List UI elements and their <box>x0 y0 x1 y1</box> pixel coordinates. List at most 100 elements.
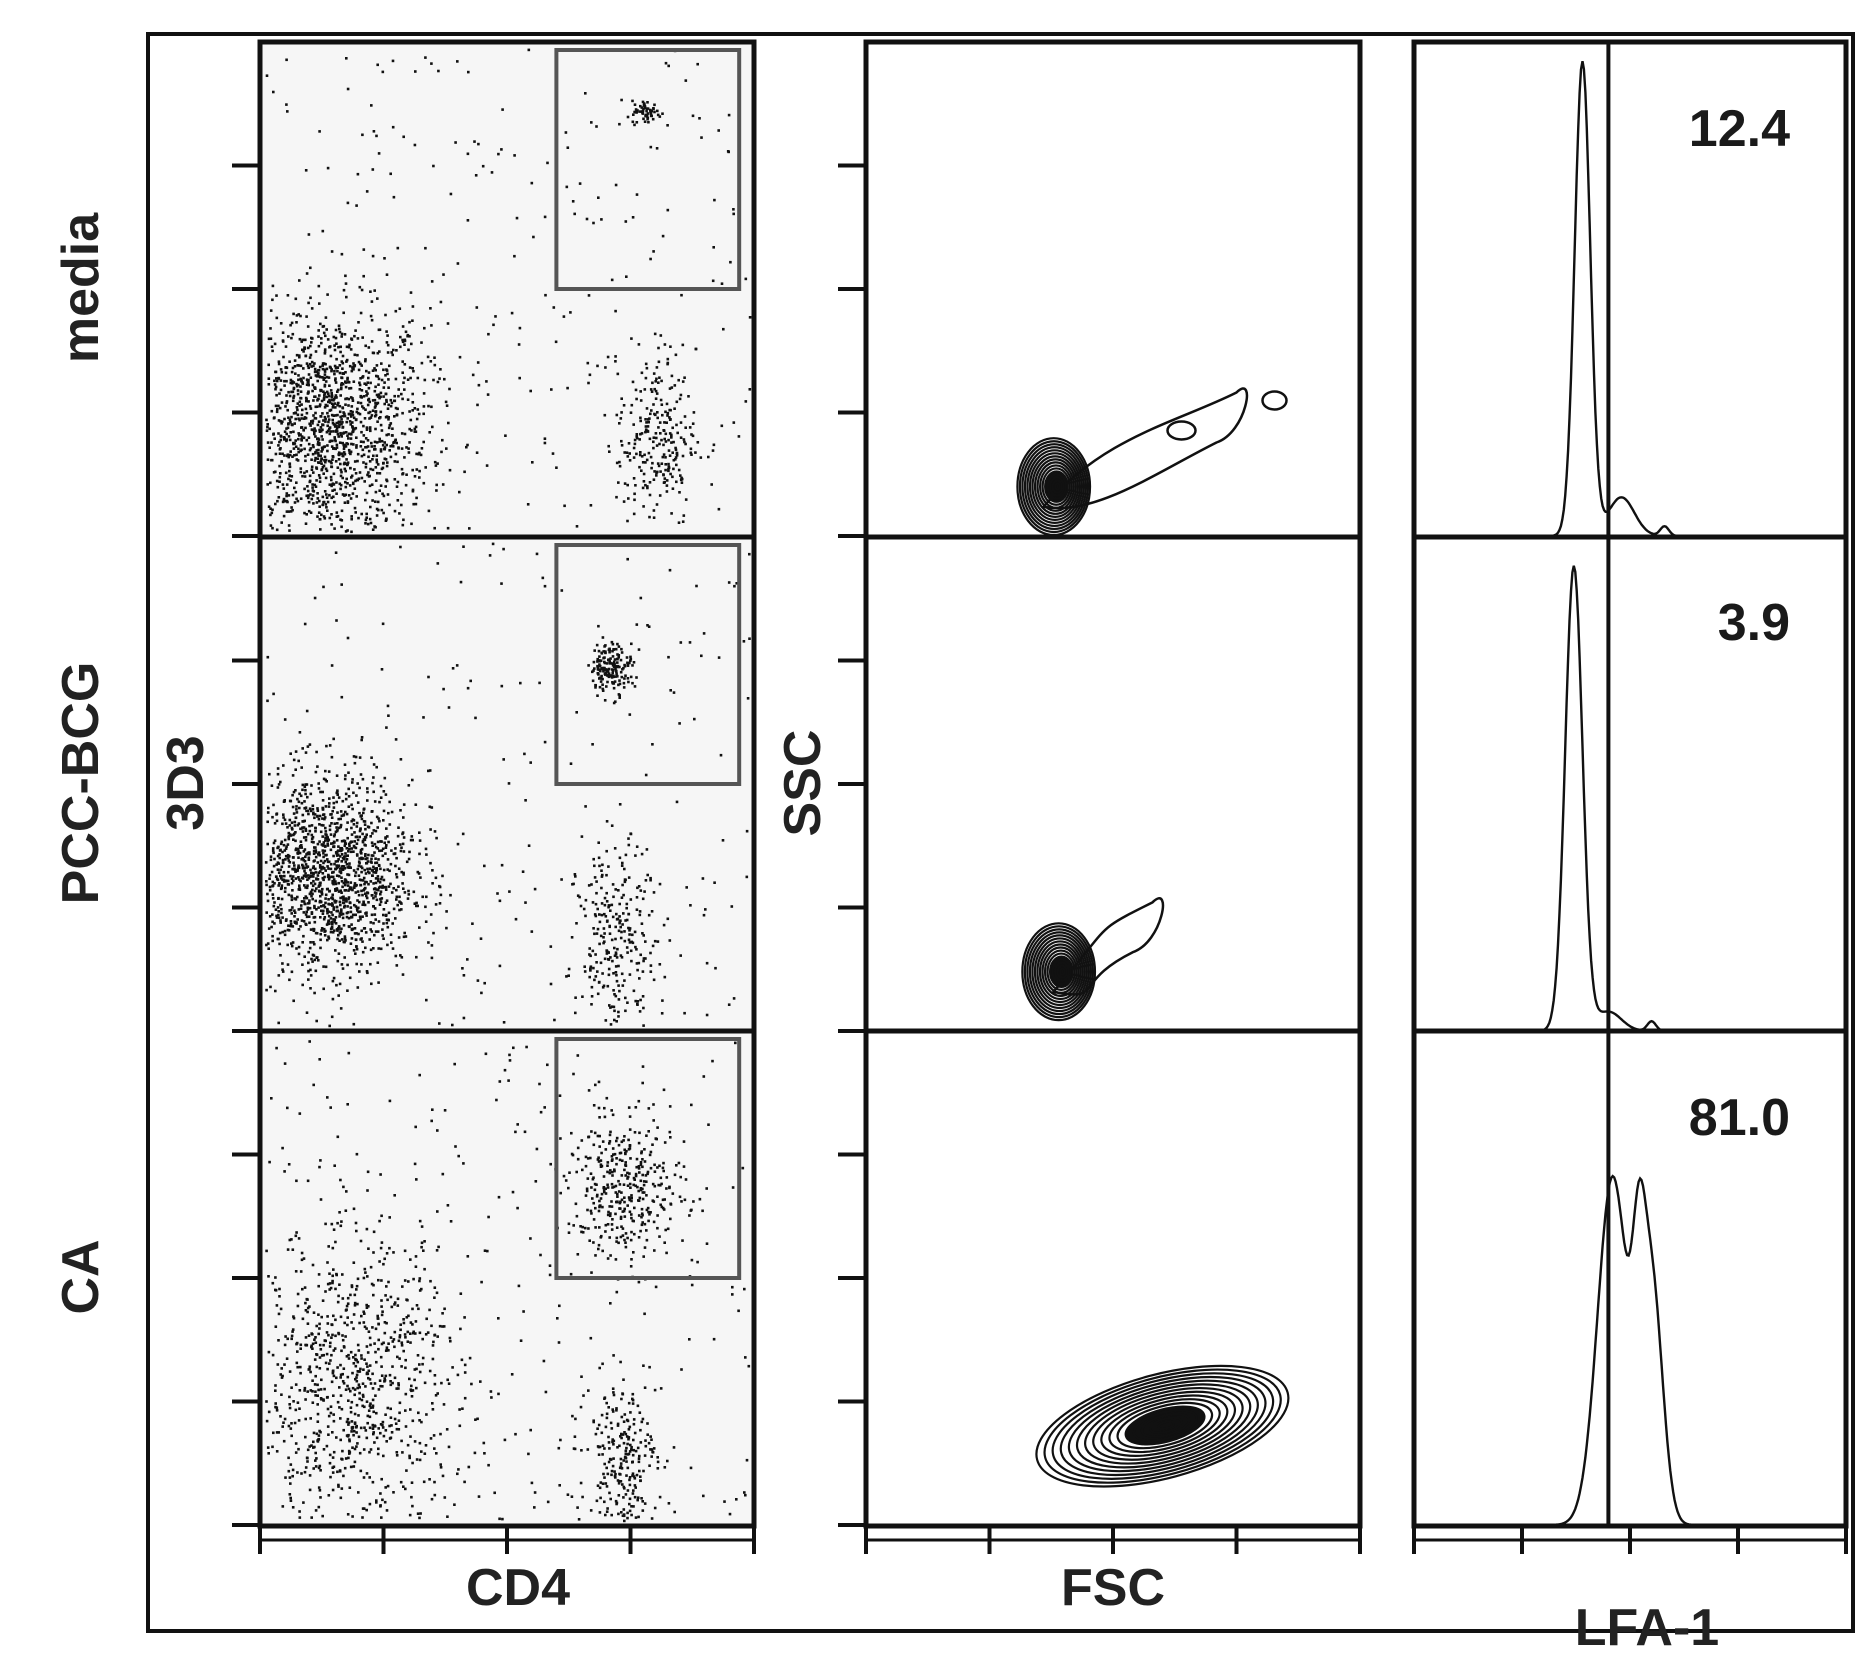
event-dot <box>324 778 327 782</box>
event-dot <box>345 458 348 461</box>
event-dot <box>323 916 327 919</box>
event-dot <box>656 1214 659 1217</box>
event-dot <box>363 843 366 847</box>
event-dot <box>367 1247 370 1250</box>
event-dot <box>476 979 480 982</box>
event-dot <box>294 816 298 820</box>
event-dot <box>652 1103 655 1106</box>
event-dot <box>372 763 376 766</box>
event-dot <box>333 920 336 924</box>
event-dot <box>376 840 380 844</box>
event-dot <box>395 875 399 879</box>
event-dot <box>332 1268 335 1271</box>
event-dot <box>277 871 281 874</box>
event-dot <box>422 1249 425 1252</box>
event-dot <box>272 851 275 855</box>
event-dot <box>287 883 290 886</box>
event-dot <box>650 409 653 412</box>
event-dot <box>387 1280 390 1284</box>
event-dot <box>433 526 436 530</box>
event-dot <box>379 1492 382 1495</box>
event-dot <box>595 891 598 895</box>
event-dot <box>615 979 619 983</box>
event-dot <box>365 390 368 393</box>
event-dot <box>646 1170 650 1174</box>
event-dot <box>616 1192 619 1196</box>
event-dot <box>315 1019 318 1023</box>
event-dot <box>292 1316 296 1320</box>
event-dot <box>626 519 629 523</box>
event-dot <box>318 814 322 818</box>
event-dot <box>335 357 338 361</box>
event-dot <box>634 854 637 857</box>
event-dot <box>284 1476 287 1479</box>
event-dot <box>326 907 329 911</box>
event-dot <box>277 937 280 941</box>
event-dot <box>626 1236 629 1240</box>
event-dot <box>308 1365 312 1368</box>
event-dot <box>375 374 378 378</box>
event-dot <box>325 744 328 748</box>
event-dot <box>448 387 451 391</box>
event-dot <box>369 290 372 293</box>
event-dot <box>324 805 328 808</box>
event-dot <box>674 446 677 450</box>
event-dot <box>349 1410 353 1414</box>
event-dot <box>636 886 639 890</box>
event-dot <box>311 452 315 456</box>
y-axis-label-ssc: SSC <box>774 730 832 837</box>
event-dot <box>302 429 305 432</box>
event-dot <box>614 888 617 891</box>
event-dot <box>634 1172 638 1176</box>
event-dot <box>340 1407 344 1411</box>
event-dot <box>589 1172 593 1175</box>
event-dot <box>617 481 620 484</box>
event-dot <box>313 813 317 816</box>
event-dot <box>586 1208 589 1212</box>
event-dot <box>587 884 591 887</box>
event-dot <box>330 1222 334 1226</box>
event-dot <box>665 1251 668 1255</box>
event-dot <box>336 793 339 796</box>
event-dot <box>611 664 615 667</box>
event-dot <box>480 1280 483 1284</box>
event-dot <box>327 418 331 421</box>
event-dot <box>657 426 660 429</box>
event-dot <box>299 385 302 388</box>
event-dot <box>317 1486 321 1489</box>
event-dot <box>339 433 343 437</box>
event-dot <box>292 386 296 390</box>
event-dot <box>612 660 616 664</box>
event-dot <box>418 1516 421 1520</box>
event-dot <box>655 474 658 477</box>
event-dot <box>375 134 378 138</box>
event-dot <box>409 376 412 380</box>
event-dot <box>584 898 588 902</box>
event-dot <box>551 452 555 455</box>
event-dot <box>601 986 605 989</box>
event-dot <box>291 805 295 809</box>
event-dot <box>360 288 364 292</box>
event-dot <box>368 1378 372 1381</box>
event-dot <box>678 1195 682 1199</box>
event-dot <box>629 832 632 835</box>
event-dot <box>370 894 374 897</box>
event-dot <box>636 1000 640 1003</box>
event-dot <box>336 432 340 436</box>
event-dot <box>375 1411 378 1415</box>
event-dot <box>345 360 348 363</box>
event-dot <box>346 1296 350 1300</box>
event-dot <box>324 826 327 830</box>
event-dot <box>315 449 318 452</box>
event-dot <box>281 500 285 504</box>
event-dot <box>277 377 281 380</box>
event-dot <box>347 1449 351 1453</box>
event-dot <box>327 937 331 940</box>
event-dot <box>313 920 317 924</box>
event-dot <box>424 847 428 851</box>
dot-plot-media <box>260 42 754 536</box>
event-dot <box>276 854 280 858</box>
event-dot <box>350 803 353 807</box>
event-dot <box>341 454 344 457</box>
event-dot <box>285 400 289 403</box>
